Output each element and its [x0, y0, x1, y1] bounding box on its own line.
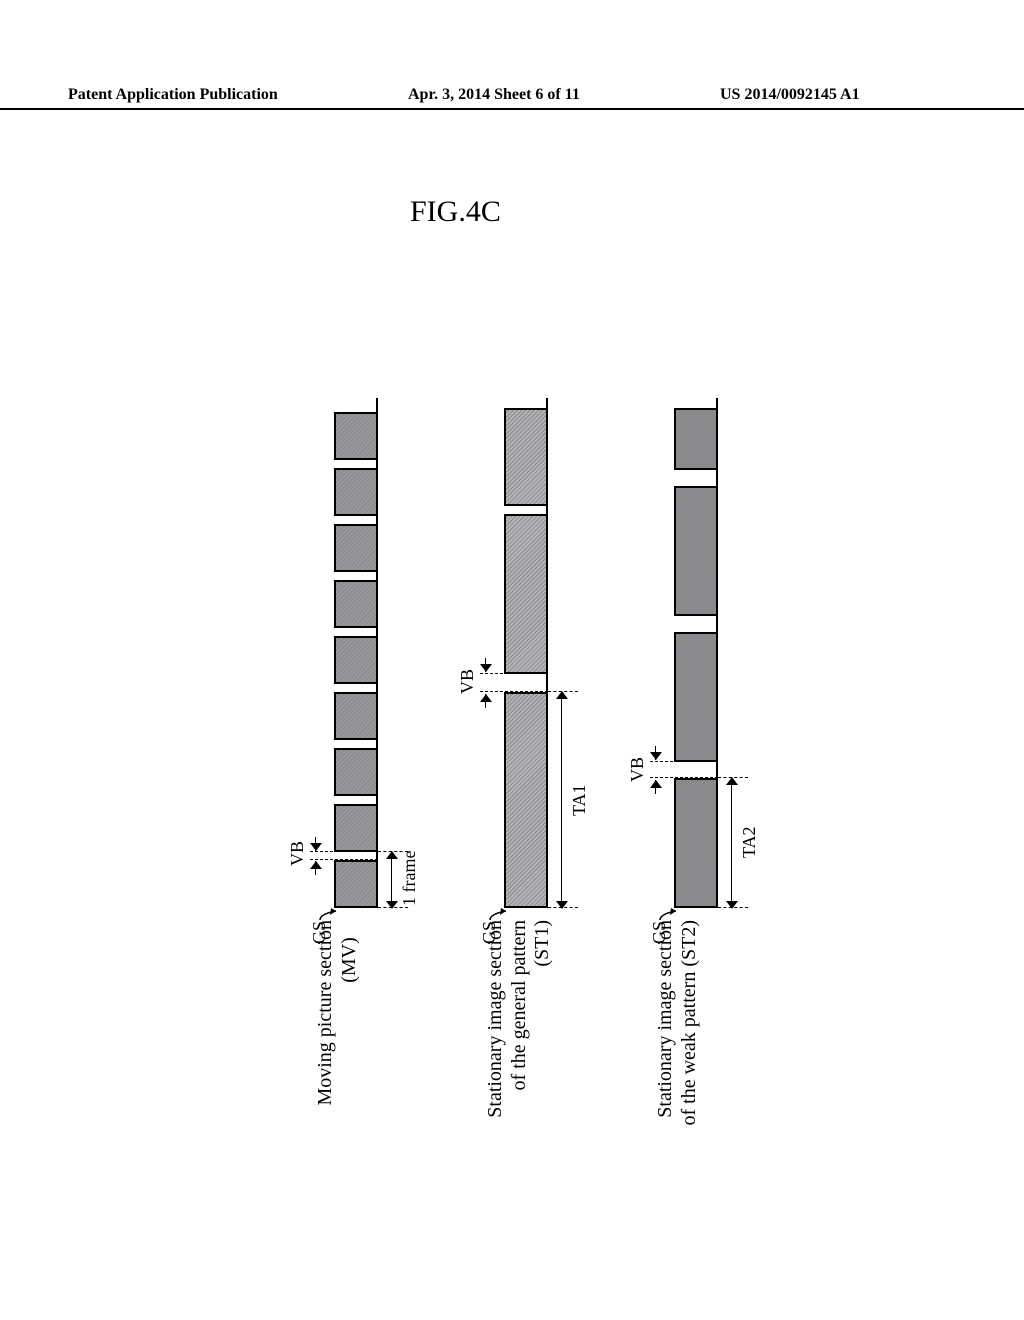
timing-bar: [504, 514, 548, 674]
timing-bar: [334, 636, 378, 684]
row-st1-timeline: GS VB TA1: [488, 398, 548, 908]
timing-bar: [674, 632, 718, 762]
timing-bar: [334, 748, 378, 796]
gs-arrow-st2: [658, 902, 684, 922]
timing-bar: [504, 408, 548, 506]
row-mv-label-line1: Moving picture section: [314, 920, 338, 1140]
vb-label-st1: VB: [457, 669, 478, 694]
row-st1-label: Stationary image section of the general …: [484, 920, 555, 1140]
timing-bar: [334, 468, 378, 516]
row-st2-timeline: GS VB TA2: [658, 398, 718, 908]
gs-arrow-st1: [488, 902, 514, 922]
timing-bar: [334, 804, 378, 852]
timing-bar: [674, 408, 718, 470]
row-st1-label-line1: Stationary image section: [484, 920, 508, 1140]
vb-label-mv: VB: [287, 841, 308, 866]
row-st2-label: Stationary image section of the weak pat…: [654, 920, 701, 1140]
timing-bar: [334, 860, 378, 908]
gs-label-st1: GS: [479, 921, 500, 944]
row-st2-label-line1: Stationary image section: [654, 920, 678, 1140]
gs-arrow-mv: [318, 902, 344, 922]
row-st1-label-line2: of the general pattern (ST1): [508, 920, 555, 1140]
gs-label-st2: GS: [649, 921, 670, 944]
timing-bar: [334, 524, 378, 572]
vb-span-st1: [480, 658, 492, 708]
row-mv-label-line2: (MV): [338, 920, 362, 1140]
timing-bar: [334, 412, 378, 460]
timing-diagram: Moving picture section (MV) GS VB: [260, 380, 780, 1140]
frame-span: [386, 852, 398, 908]
vb-span-st2: [650, 746, 662, 794]
ta1-span: [556, 692, 568, 908]
timing-bar: [674, 486, 718, 616]
ta1-label: TA1: [569, 784, 590, 816]
ta2-label: TA2: [739, 826, 760, 858]
row-st2-label-line2: of the weak pattern (ST2): [678, 920, 702, 1140]
row-mv-timeline: GS VB 1 frame: [318, 398, 378, 908]
vb-label-st2: VB: [627, 757, 648, 782]
ta2-span: [726, 778, 738, 908]
vb-span-mv: [310, 837, 322, 875]
timing-bar: [504, 692, 548, 908]
row-mv-label: Moving picture section (MV): [314, 920, 361, 1140]
frame-label: 1 frame: [399, 851, 420, 906]
gs-label-mv: GS: [309, 921, 330, 944]
figure-title: FIG.4C: [410, 195, 501, 229]
timing-bar: [334, 580, 378, 628]
timing-bar: [334, 692, 378, 740]
timing-bar: [674, 778, 718, 908]
